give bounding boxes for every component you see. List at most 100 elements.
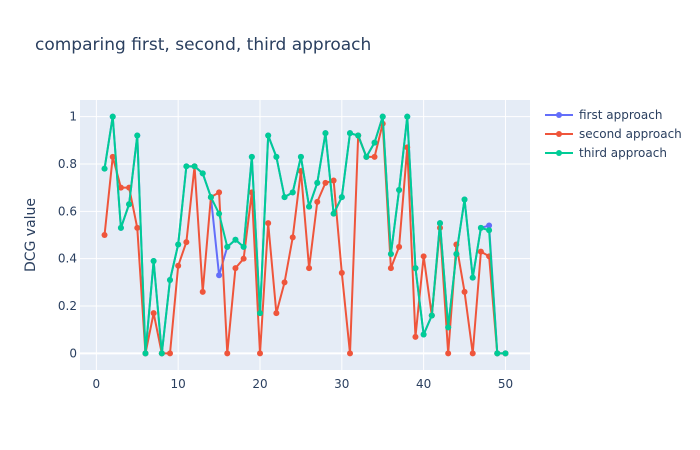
data-point bbox=[101, 165, 108, 172]
legend[interactable]: first approach second approach third appro… bbox=[545, 108, 682, 160]
data-point bbox=[117, 224, 124, 231]
data-point bbox=[273, 310, 280, 317]
data-point bbox=[142, 350, 149, 357]
data-point bbox=[150, 310, 157, 317]
data-point bbox=[265, 220, 272, 227]
data-point bbox=[289, 234, 296, 241]
data-point bbox=[257, 350, 263, 357]
data-point bbox=[248, 153, 255, 160]
chart-title: comparing first, second, third approach bbox=[35, 35, 371, 55]
y-tick-label: 0.4 bbox=[58, 252, 77, 266]
data-point bbox=[306, 203, 313, 210]
data-point bbox=[109, 153, 116, 160]
data-point bbox=[404, 113, 411, 120]
data-point bbox=[281, 279, 288, 286]
data-point bbox=[494, 350, 501, 357]
legend-label: third approach bbox=[579, 146, 667, 160]
x-tick-label: 50 bbox=[498, 377, 513, 391]
data-point bbox=[428, 312, 435, 319]
data-point bbox=[338, 269, 345, 276]
data-point bbox=[486, 227, 493, 234]
data-point bbox=[469, 274, 476, 281]
data-point bbox=[314, 179, 321, 186]
y-tick-label: 0.8 bbox=[58, 157, 77, 171]
data-point bbox=[412, 265, 419, 272]
y-tick-label: 1 bbox=[69, 110, 77, 124]
data-point bbox=[322, 130, 329, 137]
data-point bbox=[379, 113, 386, 120]
data-point bbox=[273, 153, 280, 160]
legend-item[interactable]: second approach bbox=[545, 127, 682, 141]
data-point bbox=[396, 187, 403, 193]
data-point bbox=[371, 153, 378, 160]
legend-label: second approach bbox=[579, 127, 682, 141]
data-point bbox=[216, 189, 223, 196]
data-point bbox=[175, 241, 182, 248]
data-point bbox=[330, 210, 337, 217]
data-point bbox=[126, 201, 133, 208]
data-point bbox=[232, 265, 239, 272]
x-tick-label: 10 bbox=[171, 377, 186, 391]
data-point bbox=[314, 198, 321, 205]
data-point bbox=[396, 243, 403, 250]
data-point bbox=[240, 243, 247, 250]
data-point bbox=[445, 350, 452, 357]
series-group bbox=[101, 113, 509, 357]
plot-area bbox=[80, 100, 530, 370]
data-point bbox=[158, 350, 165, 357]
data-point bbox=[281, 194, 288, 201]
data-point bbox=[469, 350, 476, 357]
data-point bbox=[240, 255, 247, 262]
legend-item[interactable]: first approach bbox=[545, 108, 662, 122]
data-point bbox=[167, 350, 173, 357]
data-point bbox=[257, 310, 263, 317]
legend-label: first approach bbox=[579, 108, 662, 122]
data-point bbox=[297, 153, 304, 160]
data-point bbox=[134, 132, 141, 139]
data-point bbox=[363, 153, 370, 160]
data-point bbox=[183, 163, 190, 170]
data-point bbox=[289, 189, 296, 196]
y-tick-label: 0.6 bbox=[58, 204, 77, 218]
y-tick-label: 0.2 bbox=[58, 299, 77, 313]
series-line bbox=[103, 115, 506, 355]
y-axis-title: DCG value bbox=[23, 198, 39, 272]
data-point bbox=[420, 253, 427, 260]
x-tick-label: 0 bbox=[93, 377, 101, 391]
data-point bbox=[387, 250, 394, 257]
data-point bbox=[461, 288, 468, 295]
data-point bbox=[355, 132, 362, 139]
legend-swatch-marker bbox=[556, 150, 562, 156]
data-point bbox=[453, 250, 460, 257]
data-point bbox=[175, 262, 182, 269]
y-tick-label: 0 bbox=[69, 346, 77, 360]
data-point bbox=[412, 333, 419, 340]
series-third-approach bbox=[101, 113, 509, 357]
data-point bbox=[322, 179, 329, 186]
legend-item[interactable]: third approach bbox=[545, 146, 667, 160]
data-point bbox=[387, 265, 394, 272]
data-point bbox=[232, 236, 239, 243]
data-point bbox=[477, 248, 484, 255]
x-tick-label: 40 bbox=[416, 377, 431, 391]
data-point bbox=[207, 194, 214, 201]
data-point bbox=[347, 130, 353, 137]
data-point bbox=[338, 194, 345, 201]
data-point bbox=[265, 132, 272, 139]
data-point bbox=[191, 163, 198, 170]
legend-swatch-marker bbox=[556, 112, 562, 118]
data-point bbox=[420, 331, 427, 338]
data-point bbox=[371, 139, 378, 146]
data-point bbox=[224, 243, 231, 250]
data-point bbox=[347, 350, 353, 357]
data-point bbox=[150, 258, 157, 265]
legend-swatch-marker bbox=[556, 131, 562, 137]
data-point bbox=[117, 184, 124, 191]
data-point bbox=[109, 113, 116, 120]
x-tick-label: 20 bbox=[252, 377, 267, 391]
x-tick-label: 30 bbox=[334, 377, 349, 391]
data-point bbox=[199, 288, 206, 295]
data-point bbox=[437, 220, 443, 227]
data-point bbox=[216, 210, 223, 217]
